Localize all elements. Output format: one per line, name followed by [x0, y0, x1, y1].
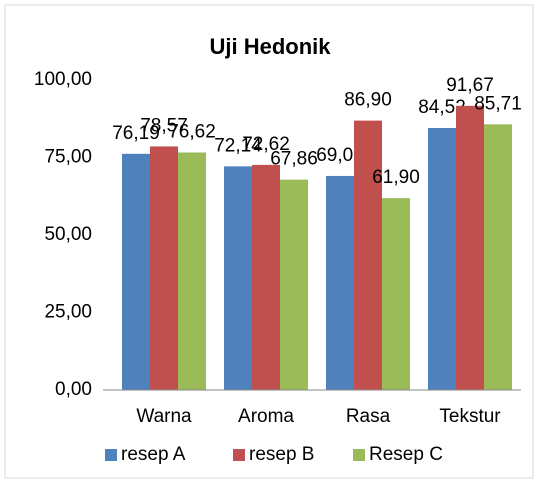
chart-title: Uji Hedonik	[209, 34, 331, 59]
bar	[150, 146, 178, 390]
bar	[484, 124, 512, 390]
data-label: 78,57	[140, 115, 188, 136]
data-label: 84,52	[418, 97, 466, 118]
x-tick-label: Aroma	[238, 406, 294, 427]
bar	[354, 120, 382, 391]
bar	[178, 152, 206, 390]
y-tick-label: 100,00	[34, 69, 92, 90]
y-tick-label: 50,00	[44, 224, 92, 245]
data-label: 85,71	[474, 93, 522, 114]
legend-label: resep A	[121, 444, 186, 465]
data-label: 86,90	[344, 90, 392, 111]
data-label: 76,62	[168, 121, 216, 142]
bar	[326, 175, 354, 390]
legend-swatch	[233, 449, 245, 461]
bar	[428, 127, 456, 390]
data-label: 67,86	[270, 149, 318, 170]
data-label: 76,19	[112, 123, 160, 144]
bar	[252, 164, 280, 390]
data-label: 72,14	[214, 135, 262, 156]
bar	[382, 198, 410, 390]
x-tick-label: Rasa	[346, 406, 391, 427]
x-tick-label: Warna	[136, 406, 192, 427]
bar	[280, 179, 308, 390]
legend-swatch	[105, 449, 117, 461]
x-tick-label: Tekstur	[439, 406, 501, 427]
data-label: 69,05	[316, 145, 364, 166]
data-label: 61,90	[372, 167, 420, 188]
y-tick-label: 75,00	[44, 147, 92, 168]
y-tick-label: 0,00	[55, 379, 92, 400]
legend-swatch	[353, 449, 365, 461]
bar	[224, 166, 252, 390]
data-label: 72,62	[242, 134, 290, 155]
legend-label: resep B	[249, 444, 314, 465]
bar	[122, 153, 150, 390]
data-label: 91,67	[446, 75, 494, 96]
legend-label: Resep C	[369, 444, 443, 465]
bar	[456, 105, 484, 390]
y-tick-label: 25,00	[44, 302, 92, 323]
